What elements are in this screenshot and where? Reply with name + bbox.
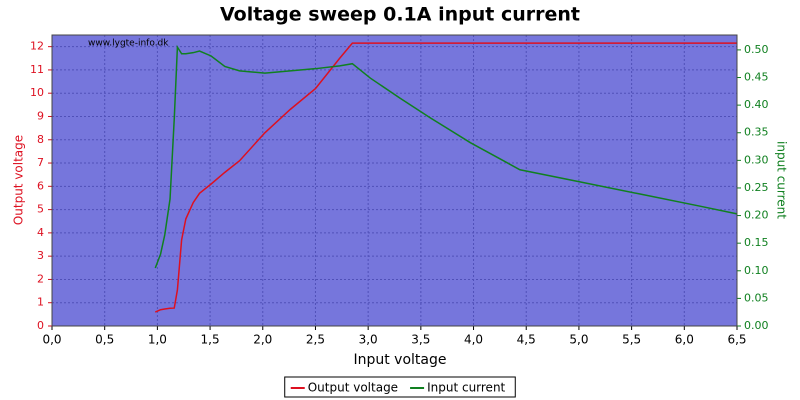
y-tick-label: 4 — [37, 226, 44, 239]
y2-tick-label: 0.35 — [744, 126, 769, 139]
x-tick-label: 5,0 — [569, 333, 588, 347]
y2-tick-label: 0.15 — [744, 236, 769, 249]
y2-tick-label: 0.40 — [744, 98, 769, 111]
series-line — [154, 44, 738, 269]
x-tick-label: 5,5 — [622, 333, 641, 347]
legend-box — [284, 376, 516, 398]
x-tick-label: 3,0 — [359, 333, 378, 347]
x-tick-label: 3,5 — [411, 333, 430, 347]
y-tick-label: 3 — [37, 249, 44, 262]
y-tick-label: 12 — [30, 40, 44, 53]
y-tick-label: 10 — [30, 86, 44, 99]
x-tick-label: 1,5 — [201, 333, 220, 347]
y-tick-label: 0 — [37, 319, 44, 332]
y2-tick-label: 0.20 — [744, 209, 769, 222]
y-tick-label: 8 — [37, 133, 44, 146]
y2-tick-label: 0.00 — [744, 319, 769, 332]
x-tick-label: 0,5 — [95, 333, 114, 347]
y2-tick-label: 0.30 — [744, 153, 769, 166]
y2-tick-label: 0.05 — [744, 291, 769, 304]
y-tick-label: 5 — [37, 203, 44, 216]
plot-frame — [51, 34, 738, 327]
chart-title: Voltage sweep 0.1A input current — [220, 4, 580, 26]
y-tick-label: 2 — [37, 272, 44, 285]
y-tick-label: 9 — [37, 109, 44, 122]
y-tick-label: 6 — [37, 179, 44, 192]
plot-area — [52, 35, 737, 326]
x-tick-label: 2,0 — [253, 333, 272, 347]
y-tick-label: 11 — [30, 63, 44, 76]
series-line — [154, 42, 737, 313]
y2-tick-label: 0.45 — [744, 71, 769, 84]
legend-label: Output voltage — [308, 381, 398, 395]
y2-tick-label: 0.10 — [744, 264, 769, 277]
y-tick-label: 1 — [37, 296, 44, 309]
legend-label: Input current — [427, 381, 505, 395]
y2-axis-label: input current — [775, 141, 789, 219]
y2-tick-label: 0.50 — [744, 43, 769, 56]
y-tick-label: 7 — [37, 156, 44, 169]
x-tick-label: 0,0 — [42, 333, 61, 347]
y-axis-label: Output voltage — [12, 135, 26, 225]
x-axis-label: Input voltage — [353, 352, 446, 368]
y2-tick-label: 0.25 — [744, 181, 769, 194]
x-tick-label: 4,0 — [464, 333, 483, 347]
x-tick-label: 6,0 — [675, 333, 694, 347]
x-tick-label: 6,5 — [727, 333, 746, 347]
legend: Output voltage Input current — [284, 376, 516, 398]
x-tick-label: 4,5 — [517, 333, 536, 347]
x-tick-label: 1,0 — [148, 333, 167, 347]
x-tick-label: 2,5 — [306, 333, 325, 347]
watermark: www.lygte-info.dk — [88, 39, 169, 49]
